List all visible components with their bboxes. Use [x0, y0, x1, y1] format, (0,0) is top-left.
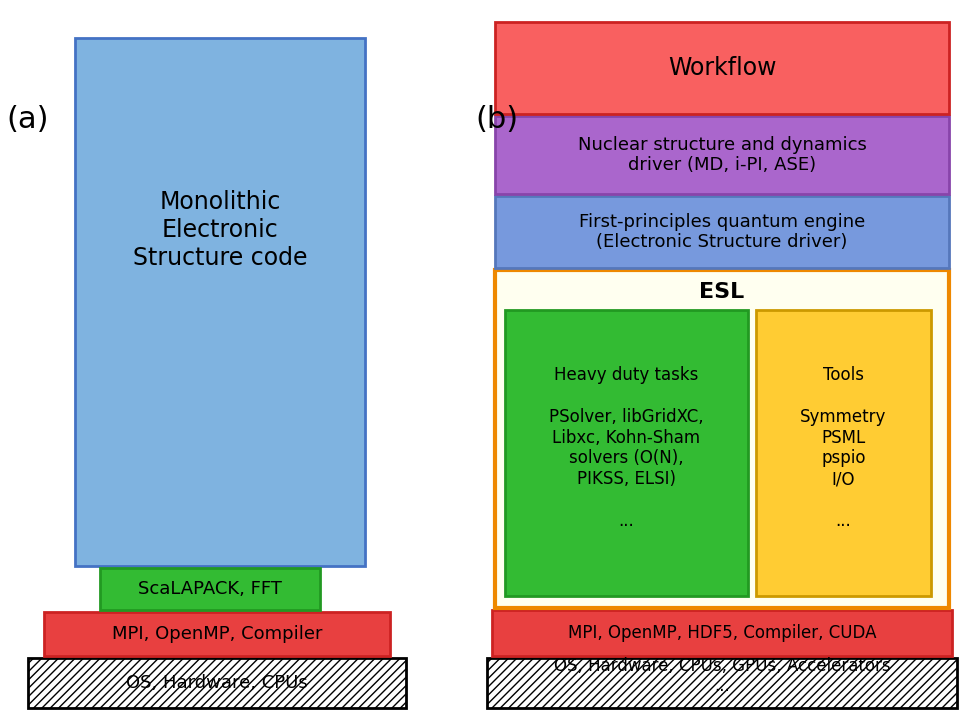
Text: OS, Hardware, CPUs: OS, Hardware, CPUs [126, 674, 308, 692]
Text: Nuclear structure and dynamics
driver (MD, i-PI, ASE): Nuclear structure and dynamics driver (M… [578, 135, 867, 174]
Bar [44, 612, 390, 656]
Text: Heavy duty tasks

PSolver, libGridXC,
Libxc, Kohn-Sham
solvers (O(N),
PIKSS, ELS: Heavy duty tasks PSolver, libGridXC, Lib… [549, 366, 704, 530]
Bar [495, 22, 949, 114]
Text: OS, Hardware, CPUs, GPUs, Accelerators
...: OS, Hardware, CPUs, GPUs, Accelerators .… [553, 657, 890, 696]
Text: First-principles quantum engine
(Electronic Structure driver): First-principles quantum engine (Electro… [579, 212, 865, 251]
Bar [495, 270, 949, 608]
Bar [492, 610, 952, 656]
Text: ESL: ESL [699, 282, 745, 302]
Bar [756, 310, 931, 596]
Text: (b): (b) [475, 106, 518, 135]
Bar [100, 568, 320, 610]
Text: Workflow: Workflow [668, 56, 776, 80]
Bar [495, 116, 949, 194]
Text: MPI, OpenMP, HDF5, Compiler, CUDA: MPI, OpenMP, HDF5, Compiler, CUDA [568, 624, 877, 642]
Bar [487, 658, 957, 708]
Text: (a): (a) [7, 106, 50, 135]
Text: Tools

Symmetry
PSML
pspio
I/O

...: Tools Symmetry PSML pspio I/O ... [801, 366, 886, 530]
Text: Monolithic
Electronic
Structure code: Monolithic Electronic Structure code [132, 190, 307, 270]
Bar [495, 196, 949, 268]
Text: MPI, OpenMP, Compiler: MPI, OpenMP, Compiler [112, 625, 322, 643]
Bar [75, 38, 365, 566]
Text: ScaLAPACK, FFT: ScaLAPACK, FFT [138, 580, 281, 598]
Bar [28, 658, 406, 708]
Bar [505, 310, 748, 596]
